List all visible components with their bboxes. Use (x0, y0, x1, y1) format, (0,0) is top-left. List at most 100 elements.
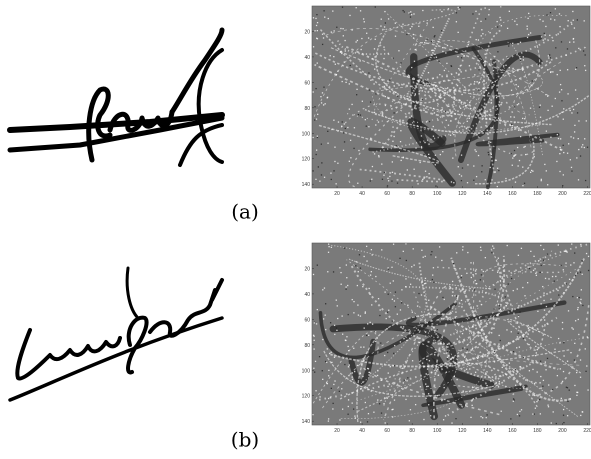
noise-dot (473, 165, 474, 166)
noise-dot (370, 138, 371, 139)
noise-dot (456, 295, 457, 296)
noise-dot (573, 328, 574, 329)
noise-dot (490, 111, 491, 112)
noise-dot (509, 11, 510, 12)
noise-dot (314, 322, 315, 323)
noise-dot (435, 164, 436, 165)
noise-dot (337, 305, 338, 306)
noise-dot (400, 62, 401, 63)
noise-dot (531, 170, 532, 171)
noise-dot (493, 328, 494, 329)
noise-dot (322, 92, 323, 93)
noise-dot (578, 48, 579, 49)
noise-dot (348, 346, 349, 347)
noise-dot (563, 108, 564, 109)
noise-dot (461, 94, 462, 95)
noise-dot (571, 170, 572, 171)
noise-dot (576, 67, 577, 68)
noise-dot (321, 102, 322, 103)
noise-dot (407, 305, 408, 306)
noise-dot (374, 153, 375, 154)
noise-dot (385, 22, 386, 23)
noise-dot (369, 294, 370, 295)
noise-dot (513, 351, 514, 352)
noise-dot (494, 308, 495, 309)
noise-dot (356, 94, 357, 95)
noise-dot (343, 35, 344, 36)
noise-dot (366, 335, 367, 336)
noise-dot (327, 271, 328, 272)
noise-dot (380, 342, 381, 343)
noise-dot (529, 268, 530, 269)
noise-dot (359, 254, 360, 255)
noise-dot (552, 40, 553, 41)
noise-dot (503, 267, 504, 268)
noise-dot (495, 160, 496, 161)
noise-dot (461, 362, 462, 363)
noise-dot (487, 355, 488, 356)
noise-dot (527, 28, 528, 29)
noise-dot (546, 170, 547, 171)
noise-dot (421, 83, 422, 84)
noise-dot (542, 286, 543, 287)
noise-dot (422, 362, 423, 363)
noise-dot (573, 262, 574, 263)
noise-dot (393, 58, 394, 59)
noise-dot (441, 260, 442, 261)
noise-dot (362, 101, 363, 102)
noise-dot (443, 88, 444, 89)
noise-dot (585, 54, 586, 55)
noise-dot (448, 106, 449, 107)
noise-dot (524, 146, 525, 147)
noise-dot (499, 17, 500, 18)
noise-dot (537, 311, 538, 312)
noise-dot (562, 381, 563, 382)
noise-dot (422, 282, 423, 283)
noise-dot (540, 376, 541, 377)
noise-dot (458, 74, 459, 75)
noise-dot (546, 14, 547, 15)
caption: (b) (231, 428, 259, 452)
noise-dot (323, 37, 324, 38)
noise-dot (490, 142, 491, 143)
noise-dot (342, 81, 343, 82)
noise-dot (428, 72, 429, 73)
noise-dot (441, 400, 442, 401)
noise-dot (342, 334, 343, 335)
noise-dot (548, 384, 549, 385)
noise-dot (337, 163, 338, 164)
noise-dot (317, 265, 318, 266)
noise-dot (353, 408, 354, 409)
noise-dot (345, 340, 346, 341)
noise-dot (496, 97, 497, 98)
noise-dot (363, 346, 364, 347)
noise-dot (353, 312, 354, 313)
noise-dot (478, 155, 479, 156)
noise-dot (514, 155, 515, 156)
noise-dot (435, 257, 436, 258)
noise-dot (387, 328, 388, 329)
noise-dot (390, 366, 391, 367)
noise-dot (373, 412, 374, 413)
noise-dot (410, 284, 411, 285)
noise-dot (411, 115, 412, 116)
noise-dot (528, 13, 529, 14)
noise-dot (348, 406, 349, 407)
noise-dot (333, 30, 334, 31)
noise-dot (578, 179, 579, 180)
noise-dot (474, 74, 475, 75)
noise-dot (348, 314, 349, 315)
noise-dot (381, 19, 382, 20)
x-tick-label: 60 (384, 191, 390, 197)
noise-dot (435, 85, 436, 86)
noise-dot (445, 111, 446, 112)
noise-dot (576, 392, 577, 393)
noise-dot (481, 35, 482, 36)
noise-dot (582, 305, 583, 306)
noise-dot (548, 278, 549, 279)
noise-dot (575, 275, 576, 276)
noise-dot (573, 41, 574, 42)
noise-dot (345, 50, 346, 51)
noise-dot (360, 315, 361, 316)
noise-dot (340, 52, 341, 53)
